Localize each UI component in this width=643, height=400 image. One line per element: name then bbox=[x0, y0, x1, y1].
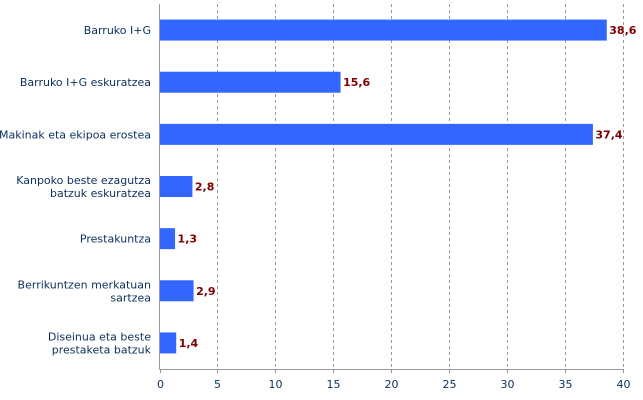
category-label: Prestakuntza bbox=[80, 233, 151, 246]
category-label: Makinak eta ekipoa erostea bbox=[0, 128, 151, 141]
value-label: 2,9 bbox=[196, 285, 216, 298]
value-label: 2,8 bbox=[195, 181, 215, 194]
value-label: 38,6 bbox=[609, 24, 636, 37]
x-tick-label: 35 bbox=[559, 378, 573, 391]
value-label: 15,6 bbox=[343, 76, 370, 89]
bar bbox=[160, 332, 177, 354]
x-tick-label: 5 bbox=[214, 378, 221, 391]
bar bbox=[160, 123, 593, 145]
x-tick-label: 25 bbox=[443, 378, 457, 391]
x-tick-label: 15 bbox=[327, 378, 341, 391]
category-label: Diseinua eta beste bbox=[48, 330, 151, 343]
x-tick-label: 10 bbox=[269, 378, 283, 391]
x-tick-label: 40 bbox=[617, 378, 631, 391]
category-label: Barruko I+G bbox=[84, 24, 151, 37]
value-label: 1,4 bbox=[179, 337, 199, 350]
category-label: sartzea bbox=[110, 291, 151, 304]
category-label: Barruko I+G eskuratzea bbox=[20, 76, 151, 89]
category-label: Kanpoko beste ezagutza bbox=[16, 174, 151, 187]
bar bbox=[160, 280, 194, 302]
category-label: batzuk eskuratzea bbox=[50, 187, 151, 200]
category-label: prestaketa batzuk bbox=[52, 343, 152, 356]
bar bbox=[160, 176, 193, 197]
category-label: Berrikuntzen merkatuan bbox=[18, 278, 151, 291]
value-label: 1,3 bbox=[178, 233, 198, 246]
bar bbox=[160, 19, 607, 41]
x-tick-label: 20 bbox=[385, 378, 399, 391]
x-tick-label: 0 bbox=[157, 378, 164, 391]
x-tick-label: 30 bbox=[501, 378, 515, 391]
bar bbox=[160, 71, 341, 93]
value-label: 37,4 bbox=[595, 128, 622, 141]
bar bbox=[160, 228, 176, 250]
